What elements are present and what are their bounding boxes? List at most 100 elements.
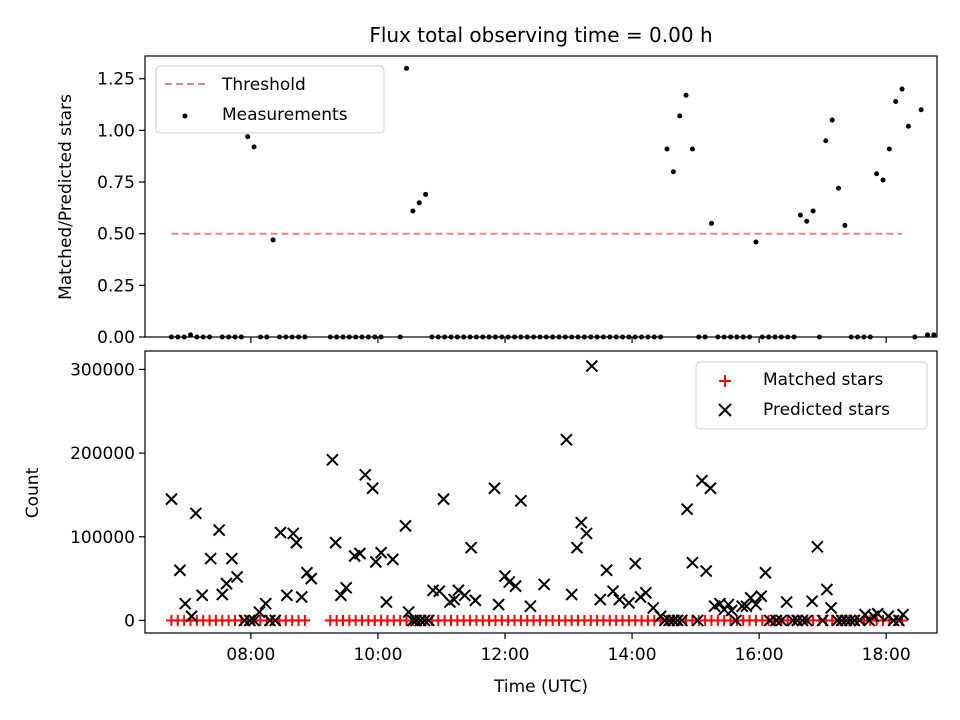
predicted-star-point [458, 589, 471, 602]
predicted-star-point [811, 540, 824, 554]
bottom-x-ticks: 08:00 10:00 12:00 14:00 16:00 18:00 [226, 633, 911, 665]
predicted-star-point [195, 589, 209, 602]
predicted-star-point [820, 583, 834, 596]
bottom-x-tick-label: 10:00 [353, 645, 402, 665]
predicted-star-point [295, 590, 308, 604]
legend-matched-label: Matched stars [763, 370, 883, 390]
measurement-point [689, 146, 695, 152]
bottom-y-tick-label: 200000 [70, 444, 135, 464]
predicted-star-point [725, 604, 738, 617]
predicted-star-point [585, 359, 599, 373]
measurement-point [810, 208, 816, 214]
predicted-star-point [843, 614, 857, 627]
measurement-point [404, 65, 410, 71]
predicted-star-point [374, 546, 388, 559]
predicted-star-point [892, 614, 906, 627]
measurement-point [804, 218, 810, 224]
measurement-point [410, 208, 416, 214]
predicted-star-point [780, 595, 793, 609]
predicted-star-point [848, 614, 861, 627]
bottom-x-tick-label: 08:00 [226, 645, 275, 665]
predicted-star-point [329, 536, 342, 549]
predicted-star-point [575, 516, 588, 529]
predicted-star-point [230, 570, 244, 584]
predicted-star-point [165, 492, 178, 506]
measurement-point [893, 98, 899, 104]
bottom-y-ticks: 0 100000 200000 300000 [70, 360, 145, 631]
measurement-point [924, 332, 930, 338]
predicted-star-point [225, 552, 239, 565]
predicted-star-point [887, 614, 900, 627]
predicted-star-point [680, 502, 694, 516]
measurement-point [823, 138, 829, 144]
legend-measurements-swatch [182, 113, 188, 119]
predicted-stars-points [165, 359, 910, 627]
predicted-star-point [786, 614, 800, 627]
legend-measurements-label: Measurements [222, 105, 348, 125]
predicted-star-point [359, 468, 372, 482]
predicted-star-point [871, 607, 884, 620]
predicted-star-point [366, 482, 379, 495]
measurement-point [245, 134, 251, 140]
predicted-star-point [263, 614, 277, 627]
predicted-star-point [238, 614, 251, 627]
legend-predicted-swatch [718, 403, 732, 417]
top-y-axis-label: Matched/Predicted stars [56, 94, 76, 300]
legend-predicted-label: Predicted stars [763, 400, 890, 420]
bottom-panel: Count Time (UTC) 0 100000 200000 300000 08:… [23, 350, 938, 697]
predicted-star-point [600, 564, 613, 577]
predicted-star-point [287, 527, 300, 540]
bottom-y-tick-label: 0 [124, 611, 135, 631]
predicted-star-point [204, 552, 217, 565]
predicted-star-point [469, 594, 482, 607]
measurement-point [918, 107, 924, 113]
predicted-star-point [179, 597, 192, 610]
predicted-star-point [290, 536, 303, 549]
bottom-x-axis-label: Time (UTC) [493, 677, 588, 697]
predicted-star-point [259, 597, 272, 610]
top-y-tick-label: 1.00 [97, 121, 135, 141]
bottom-x-tick-label: 12:00 [481, 645, 530, 665]
measurement-point [886, 146, 892, 152]
predicted-star-point [437, 492, 450, 506]
predicted-star-point [805, 594, 819, 608]
top-legend-box [155, 65, 385, 134]
measurement-point [842, 222, 848, 228]
predicted-star-point [824, 601, 838, 615]
predicted-star-point [498, 569, 512, 583]
predicted-star-point [537, 578, 551, 591]
predicted-star-point [399, 519, 412, 533]
measurement-point [270, 237, 276, 243]
predicted-star-point [418, 614, 431, 627]
measurement-point [797, 212, 803, 218]
predicted-star-point [580, 527, 593, 540]
bottom-y-tick-label: 300000 [70, 360, 135, 380]
predicted-star-point [369, 555, 383, 569]
predicted-star-point [380, 595, 393, 609]
top-y-tick-label: 0.50 [97, 225, 135, 245]
predicted-star-point [740, 600, 753, 613]
predicted-star-point [447, 593, 461, 606]
predicted-star-point [622, 596, 636, 610]
predicted-star-point [671, 614, 684, 627]
predicted-star-point [560, 433, 573, 446]
top-chart-title: Flux total observing time = 0.00 h [369, 23, 712, 47]
predicted-star-point [422, 614, 435, 627]
predicted-star-point [570, 541, 584, 554]
predicted-star-point [488, 482, 501, 495]
predicted-star-point [729, 614, 743, 627]
legend-threshold-label: Threshold [221, 75, 306, 95]
top-y-ticks: 0.00 0.25 0.50 0.75 1.00 1.25 [97, 70, 145, 348]
predicted-star-point [755, 589, 768, 603]
predicted-star-point [749, 598, 763, 611]
predicted-star-point [639, 586, 653, 600]
bottom-legend: Matched stars Predicted stars [695, 361, 928, 430]
bottom-plot-frame [144, 350, 938, 634]
predicted-star-point [722, 598, 735, 611]
predicted-star-point [675, 614, 689, 627]
predicted-star-point [775, 614, 788, 627]
predicted-star-point [699, 564, 713, 578]
bottom-legend-box [695, 361, 928, 430]
predicted-star-point [269, 614, 282, 627]
predicted-star-point [212, 523, 226, 537]
